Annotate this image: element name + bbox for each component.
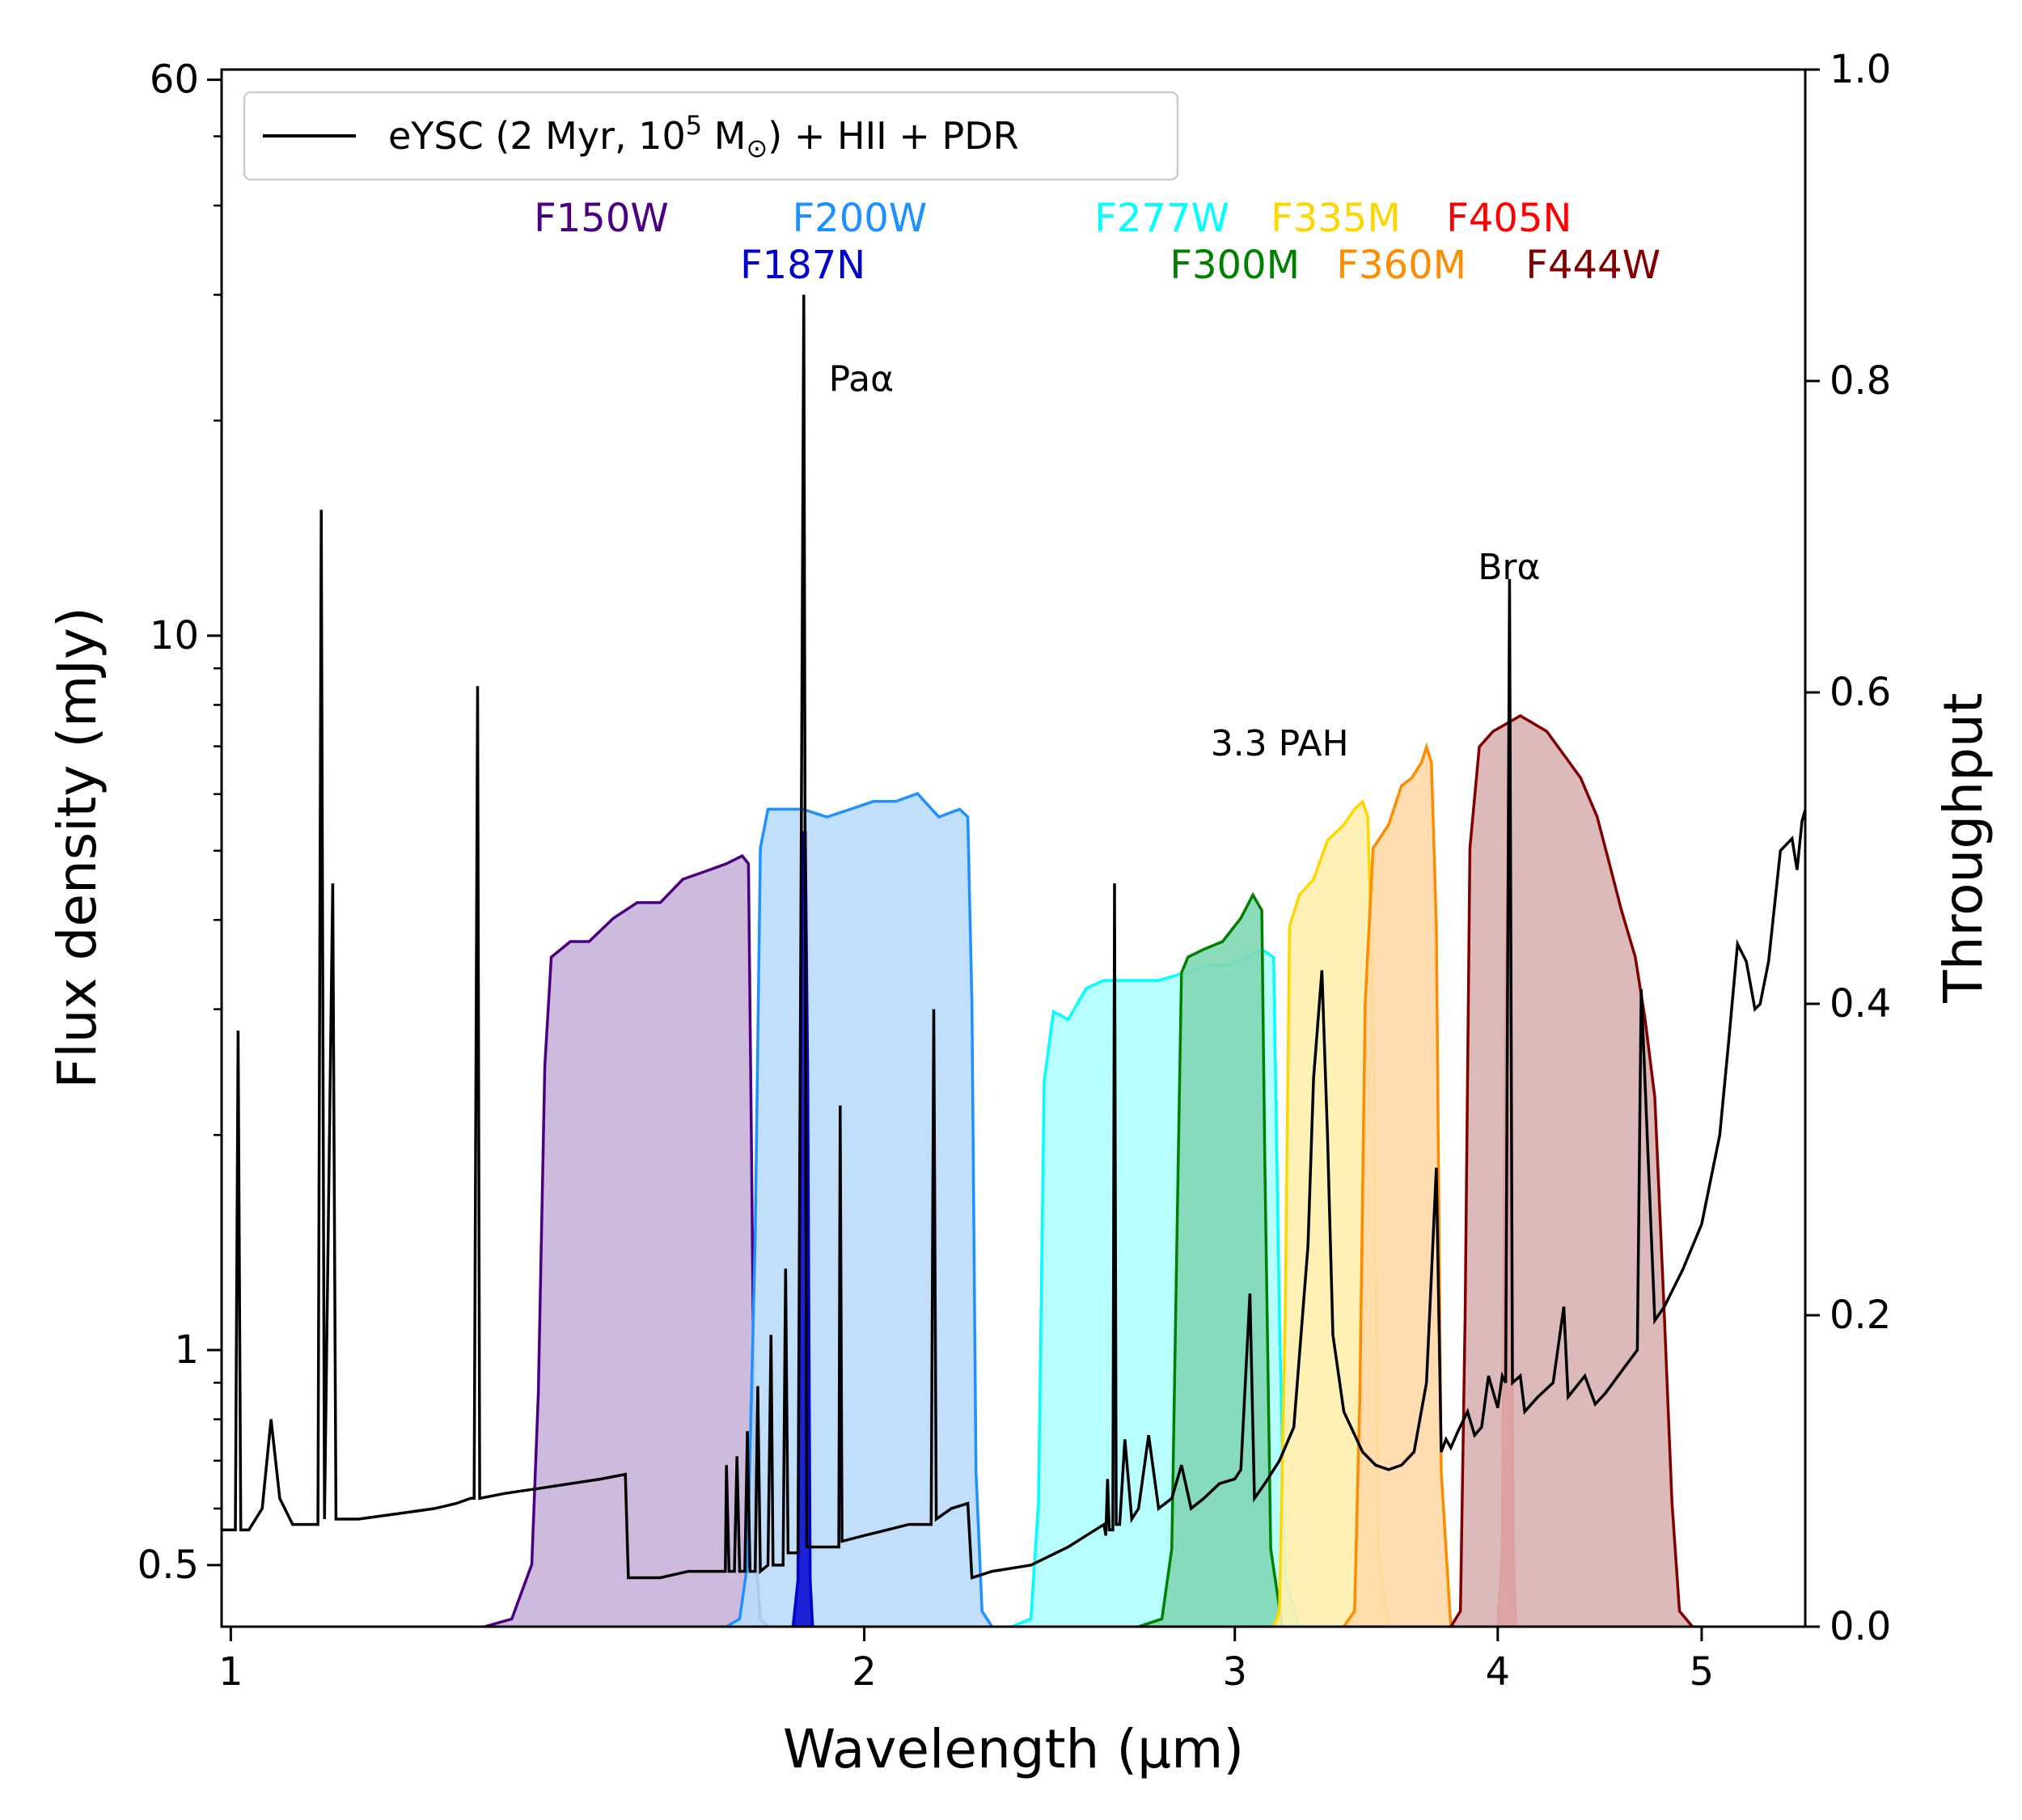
- y-axis-right-title: Throughput: [1932, 692, 1995, 1003]
- filter-label-f187n: F187N: [740, 243, 865, 288]
- y-left-tick-label: 60: [150, 57, 199, 103]
- legend-label-sup: 5: [686, 110, 702, 141]
- annotation-br-: Brα: [1478, 547, 1540, 588]
- filter-edge-f300m: [1138, 891, 1284, 1628]
- legend-label-part3: ) + HII + PDR: [768, 114, 1018, 158]
- y-right-tick-label: 0.0: [1830, 1604, 1891, 1649]
- x-tick-label: 2: [852, 1649, 877, 1695]
- filter-edge-f277w: [1011, 947, 1301, 1628]
- legend-label-part2: M: [702, 114, 746, 158]
- filter-label-f444w: F444W: [1525, 243, 1660, 288]
- filter-edge-f444w: [1449, 713, 1694, 1628]
- plot-frame: [220, 68, 1807, 1628]
- legend: eYSC (2 Myr, 105 M⊙) + HII + PDR: [243, 91, 1179, 181]
- x-tick-label: 3: [1222, 1649, 1247, 1695]
- filter-edge-f360m: [1343, 742, 1453, 1627]
- annotation-3-3-pah: 3.3 PAH: [1211, 723, 1349, 764]
- filter-fill-f444w: [1450, 715, 1693, 1627]
- y-right-tick-label: 0.4: [1830, 981, 1891, 1026]
- filter-label-f150w: F150W: [534, 196, 669, 241]
- axes: 1 2 3 4 5 0.5 1 10 60 0.0 0.2 0.4 0.6 0.8 1.0: [137, 47, 1892, 1695]
- filter-label-f200w: F200W: [793, 196, 928, 241]
- legend-label: eYSC (2 Myr, 105 M⊙) + HII + PDR: [388, 110, 1019, 163]
- filter-label-f405n: F405N: [1446, 196, 1571, 241]
- filter-fill-f150w: [484, 856, 768, 1627]
- spectrum-line: [222, 294, 1807, 1580]
- filter-label-f300m: F300M: [1170, 243, 1300, 288]
- x-tick-label: 5: [1690, 1649, 1715, 1695]
- annotations: Paα Brα 3.3 PAH: [829, 358, 1541, 764]
- x-tick-label: 4: [1486, 1649, 1511, 1695]
- filter-fill-f360m: [1343, 747, 1451, 1627]
- x-tick-label: 1: [218, 1649, 243, 1695]
- legend-label-sub: ⊙: [746, 133, 768, 163]
- filter-edge-f150w: [484, 853, 769, 1628]
- filter-label-f335m: F335M: [1271, 196, 1401, 241]
- legend-label-part1: eYSC (2 Myr, 10: [388, 114, 686, 158]
- filter-label-f360m: F360M: [1336, 243, 1466, 288]
- y-right-tick-label: 0.6: [1830, 670, 1891, 715]
- x-axis-title: Wavelength (μm): [783, 1718, 1244, 1780]
- y-right-tick-label: 1.0: [1830, 47, 1891, 92]
- filter-curves: [484, 713, 1694, 1628]
- y-left-tick-label: 0.5: [137, 1543, 199, 1588]
- y-left-tick-label: 1: [174, 1327, 199, 1373]
- filter-fill-f200w: [726, 794, 992, 1627]
- filter-label-f277w: F277W: [1094, 196, 1229, 241]
- annotation-pa-: Paα: [829, 358, 895, 400]
- y-right-tick-label: 0.8: [1830, 358, 1891, 404]
- filter-edge-f200w: [725, 792, 993, 1628]
- y-axis-left-title: Flux density (mJy): [46, 607, 108, 1088]
- y-left-tick-label: 10: [150, 613, 199, 658]
- spectrum-layer: [222, 294, 1807, 1580]
- legend-box: [243, 91, 1179, 181]
- y-right-tick-label: 0.2: [1830, 1293, 1891, 1338]
